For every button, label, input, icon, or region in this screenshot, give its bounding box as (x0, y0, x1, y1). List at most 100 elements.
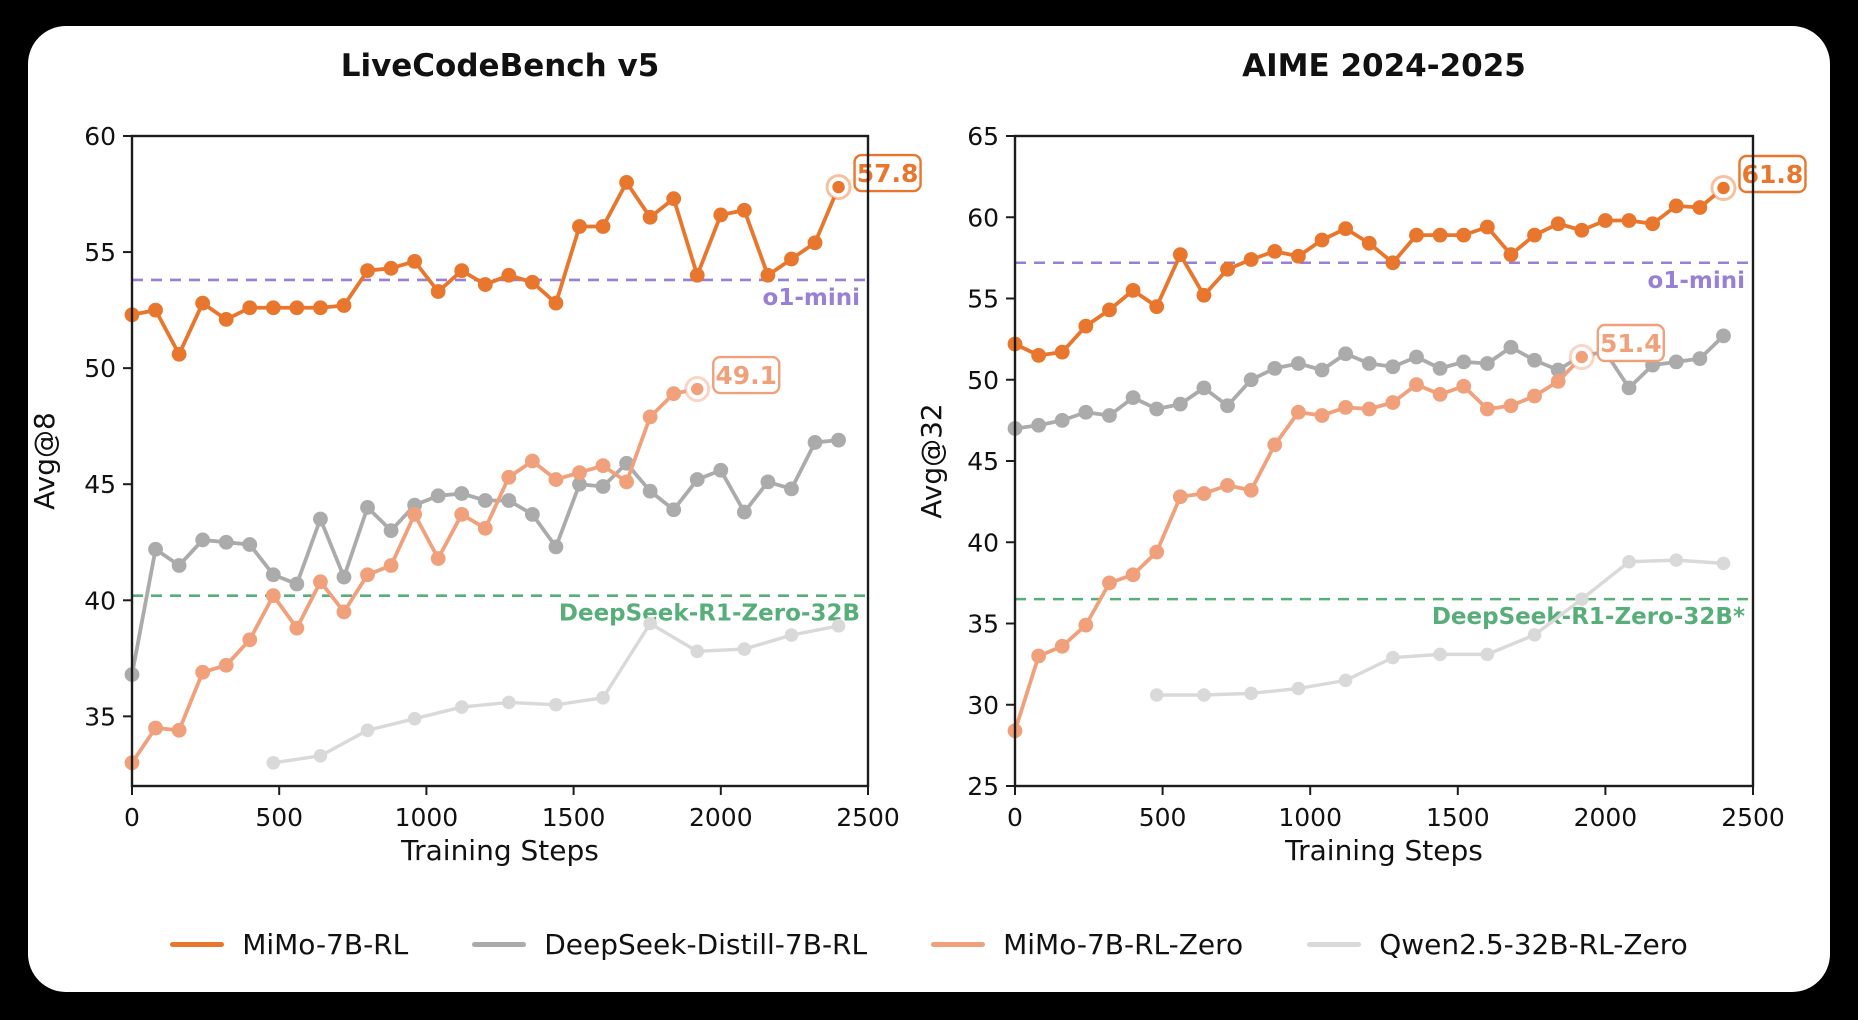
data-point (1125, 390, 1141, 406)
y-tick-label: 45 (967, 447, 999, 476)
data-point (1574, 222, 1590, 238)
annotation-box (1596, 323, 1665, 363)
data-point (454, 700, 469, 714)
data-point (737, 642, 752, 656)
data-point (383, 558, 399, 573)
data-point (1480, 647, 1495, 662)
data-point (784, 481, 799, 497)
data-point (1196, 486, 1212, 501)
data-point (430, 488, 446, 504)
data-point (1669, 553, 1684, 567)
series-line (271, 621, 841, 765)
data-point (148, 302, 163, 318)
data-point (549, 697, 563, 712)
data-point (1622, 554, 1636, 569)
data-point (195, 532, 211, 548)
data-point (313, 511, 328, 527)
data-point (407, 506, 423, 522)
baseline-label: DeepSeek-R1-Zero-32B* (1432, 604, 1745, 630)
data-point (1054, 344, 1070, 360)
baseline-label: o1-mini (763, 285, 860, 311)
data-point (454, 506, 470, 522)
data-point (736, 202, 752, 218)
data-point (501, 267, 517, 283)
data-point (336, 569, 352, 585)
data-point (1314, 362, 1330, 378)
data-point (689, 267, 705, 283)
y-tick-label: 35 (967, 610, 999, 639)
x-tick-label: 2500 (836, 803, 900, 832)
x-tick-label: 2000 (689, 803, 753, 832)
data-point (572, 476, 587, 492)
data-point (666, 191, 682, 207)
data-point (265, 588, 281, 604)
data-point (1102, 302, 1117, 318)
figure-card (28, 26, 1830, 992)
data-point (832, 180, 845, 194)
data-point (1409, 377, 1424, 393)
data-point (430, 284, 446, 299)
data-point (1668, 354, 1684, 370)
data-point (265, 300, 281, 316)
data-point (1432, 227, 1448, 243)
data-point (760, 267, 776, 283)
figure-legend: MiMo-7B-RL DeepSeek-Distill-7B-RL MiMo-7B-… (0, 928, 1858, 961)
annotation-value: 49.1 (715, 361, 777, 390)
data-point (1172, 396, 1188, 412)
data-point (1243, 372, 1259, 388)
data-point (1102, 575, 1117, 591)
data-point (619, 474, 634, 490)
data-point (1361, 235, 1377, 251)
data-point (1267, 243, 1283, 259)
legend-swatch (1307, 942, 1362, 947)
data-point (1149, 401, 1165, 417)
baseline-label: DeepSeek-R1-Zero-32B (559, 601, 860, 627)
data-point (1031, 648, 1047, 664)
data-point (1078, 318, 1094, 334)
x-axis-label: Training Steps (1284, 834, 1483, 867)
data-point (1503, 339, 1519, 355)
annotation-value: 57.8 (857, 159, 919, 188)
data-point (642, 409, 658, 425)
data-point (501, 493, 517, 508)
data-point (501, 469, 517, 485)
data-point (548, 472, 564, 487)
plot-frame (130, 134, 870, 788)
data-point (1385, 255, 1401, 271)
data-point (1479, 401, 1495, 417)
data-point (360, 500, 375, 515)
data-point (1550, 216, 1566, 232)
data-point (1291, 681, 1306, 696)
x-tick-label: 500 (1139, 803, 1187, 832)
data-point (1267, 437, 1283, 453)
data-point (1267, 360, 1283, 376)
annotation-box (712, 355, 781, 395)
data-point (689, 472, 705, 487)
data-point (1645, 216, 1661, 232)
legend-label: Qwen2.5-32B-RL-Zero (1379, 928, 1688, 961)
data-point (1409, 227, 1424, 243)
data-point (1716, 328, 1731, 344)
data-point (666, 502, 682, 518)
y-tick-label: 55 (967, 285, 999, 314)
data-point (1102, 408, 1117, 423)
data-point (1385, 395, 1401, 410)
data-point (1456, 354, 1472, 370)
data-point (218, 534, 234, 550)
data-point (1314, 408, 1330, 423)
data-point (336, 604, 352, 620)
data-point (1550, 362, 1566, 378)
data-point (595, 219, 611, 234)
chart-title: LiveCodeBench v5 (341, 48, 660, 84)
data-point (1456, 378, 1472, 394)
data-point (195, 664, 211, 680)
y-tick-label: 55 (84, 238, 116, 267)
data-point (1125, 282, 1141, 298)
data-point (407, 711, 422, 726)
data-point (1149, 299, 1165, 315)
data-point (1244, 686, 1258, 701)
data-point (595, 479, 611, 494)
data-point (242, 300, 258, 316)
y-tick-label: 50 (967, 366, 999, 395)
